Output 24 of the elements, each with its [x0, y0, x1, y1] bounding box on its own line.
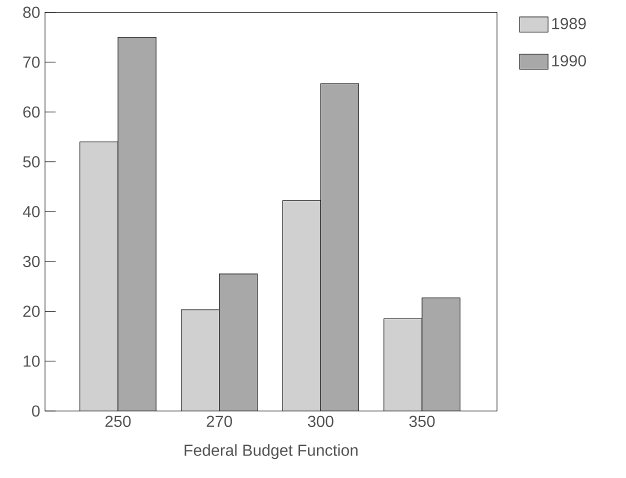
legend-label: 1990 — [552, 55, 586, 66]
bar — [118, 37, 156, 411]
bar — [80, 142, 118, 411]
y-tick-label: 60 — [23, 106, 40, 118]
y-tick-label: 80 — [23, 6, 40, 18]
bar — [422, 298, 460, 411]
y-tick-label: 70 — [23, 56, 40, 68]
y-tick-label: 40 — [22, 206, 40, 218]
y-tick-label: 10 — [24, 355, 40, 367]
y-tick-label: 20 — [23, 306, 40, 317]
y-tick-label: 30 — [23, 256, 40, 268]
bar — [320, 84, 359, 411]
x-tick-label: 270 — [206, 416, 232, 428]
bar — [181, 310, 220, 411]
bar — [282, 200, 321, 411]
x-axis-title: Federal Budget Function — [184, 444, 358, 460]
bar — [219, 274, 258, 411]
y-tick-label: 50 — [23, 156, 40, 168]
legend-label: 1989 — [552, 18, 586, 30]
bar — [384, 318, 422, 411]
x-tick-label: 350 — [409, 416, 435, 428]
x-tick-label: 300 — [308, 416, 334, 428]
y-tick-label: 0 — [32, 405, 40, 417]
x-tick-label: 250 — [105, 416, 131, 428]
